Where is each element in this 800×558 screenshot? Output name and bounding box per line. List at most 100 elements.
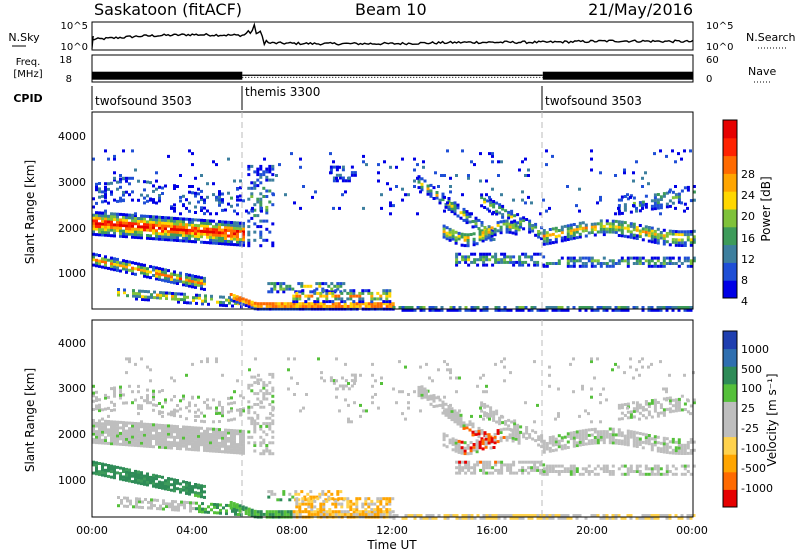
- echo-cell: [291, 495, 295, 499]
- echo-cell: [335, 395, 338, 399]
- echo-cell: [191, 442, 194, 446]
- echo-cell: [641, 308, 645, 312]
- echo-cell: [581, 229, 585, 233]
- echo-cell: [140, 473, 143, 477]
- echo-cell: [674, 514, 678, 517]
- echo-cell: [662, 192, 666, 196]
- echo-cell: [239, 194, 242, 198]
- echo-cell: [119, 388, 122, 392]
- echo-cell: [485, 514, 489, 517]
- echo-cell: [188, 220, 191, 224]
- echo-cell: [125, 224, 128, 228]
- echo-cell: [507, 418, 511, 422]
- echo-cell: [650, 467, 654, 471]
- echo-cell: [507, 216, 511, 220]
- echo-cell: [653, 308, 657, 312]
- echo-cell: [131, 213, 134, 217]
- echo-cell: [203, 279, 206, 283]
- echo-cell: [146, 180, 149, 184]
- echo-cell: [617, 220, 621, 224]
- power-cbar-tick-16: 16: [741, 232, 755, 245]
- echo-cell: [113, 403, 116, 407]
- echo-cell: [315, 495, 319, 499]
- echo-cell: [242, 409, 245, 413]
- echo-cell: [486, 404, 490, 408]
- echo-cell: [304, 502, 308, 506]
- echo-cell: [467, 460, 471, 464]
- echo-cell: [200, 411, 203, 415]
- echo-cell: [307, 505, 311, 509]
- echo-cell: [511, 223, 515, 227]
- echo-cell: [319, 512, 323, 516]
- echo-cell: [454, 230, 458, 234]
- echo-cell: [289, 512, 293, 516]
- echo-cell: [665, 514, 669, 517]
- echo-cell: [270, 490, 274, 494]
- echo-cell: [122, 232, 125, 236]
- echo-cell: [212, 241, 215, 245]
- echo-cell: [617, 228, 621, 232]
- echo-cell: [113, 394, 116, 398]
- echo-cell: [140, 233, 143, 237]
- echo-cell: [605, 467, 609, 471]
- velocity-ylabel: Slant Range [km]: [23, 368, 37, 472]
- echo-cell: [629, 430, 633, 434]
- echo-cell: [143, 217, 146, 221]
- echo-cell: [644, 441, 648, 445]
- echo-cell: [164, 273, 167, 277]
- echo-cell: [161, 429, 164, 433]
- echo-cell: [289, 304, 293, 308]
- colorbar-swatch: [723, 155, 737, 174]
- echo-cell: [164, 481, 167, 485]
- echo-cell: [557, 306, 561, 309]
- echo-cell: [449, 368, 452, 372]
- echo-cell: [350, 373, 354, 377]
- echo-cell: [191, 426, 194, 430]
- echo-cell: [620, 198, 623, 202]
- echo-cell: [125, 262, 128, 266]
- echo-cell: [468, 215, 472, 218]
- echo-cell: [593, 259, 597, 263]
- echo-cell: [324, 282, 328, 286]
- echo-cell: [334, 289, 338, 293]
- echo-cell: [104, 425, 107, 429]
- echo-cell: [221, 198, 224, 202]
- echo-cell: [161, 405, 164, 409]
- echo-cell: [152, 482, 155, 485]
- echo-cell: [343, 510, 347, 514]
- echo-cell: [250, 514, 254, 518]
- echo-cell: [632, 415, 636, 419]
- echo-cell: [183, 301, 186, 304]
- echo-cell: [250, 511, 254, 515]
- echo-cell: [158, 445, 161, 449]
- echo-cell: [262, 441, 266, 445]
- echo-cell: [262, 386, 266, 390]
- echo-cell: [521, 260, 525, 264]
- echo-cell: [239, 221, 242, 225]
- echo-cell: [491, 212, 494, 216]
- echo-cell: [296, 382, 299, 385]
- echo-cell: [668, 199, 672, 203]
- echo-cell: [677, 408, 681, 412]
- echo-cell: [602, 516, 606, 520]
- echo-cell: [209, 222, 212, 226]
- echo-cell: [500, 466, 504, 470]
- echo-cell: [259, 167, 263, 171]
- echo-cell: [422, 306, 426, 309]
- echo-cell: [128, 227, 131, 231]
- echo-cell: [182, 441, 185, 445]
- echo-cell: [515, 514, 519, 517]
- echo-cell: [361, 291, 365, 295]
- echo-cell: [116, 471, 119, 475]
- echo-cell: [134, 472, 137, 476]
- echo-cell: [650, 264, 654, 268]
- echo-cell: [379, 294, 383, 298]
- echo-cell: [376, 510, 380, 514]
- echo-cell: [128, 232, 131, 236]
- echo-cell: [434, 516, 438, 520]
- echo-cell: [122, 235, 125, 238]
- echo-cell: [221, 231, 224, 235]
- echo-cell: [200, 489, 203, 493]
- echo-cell: [692, 448, 696, 452]
- echo-cell: [461, 258, 465, 262]
